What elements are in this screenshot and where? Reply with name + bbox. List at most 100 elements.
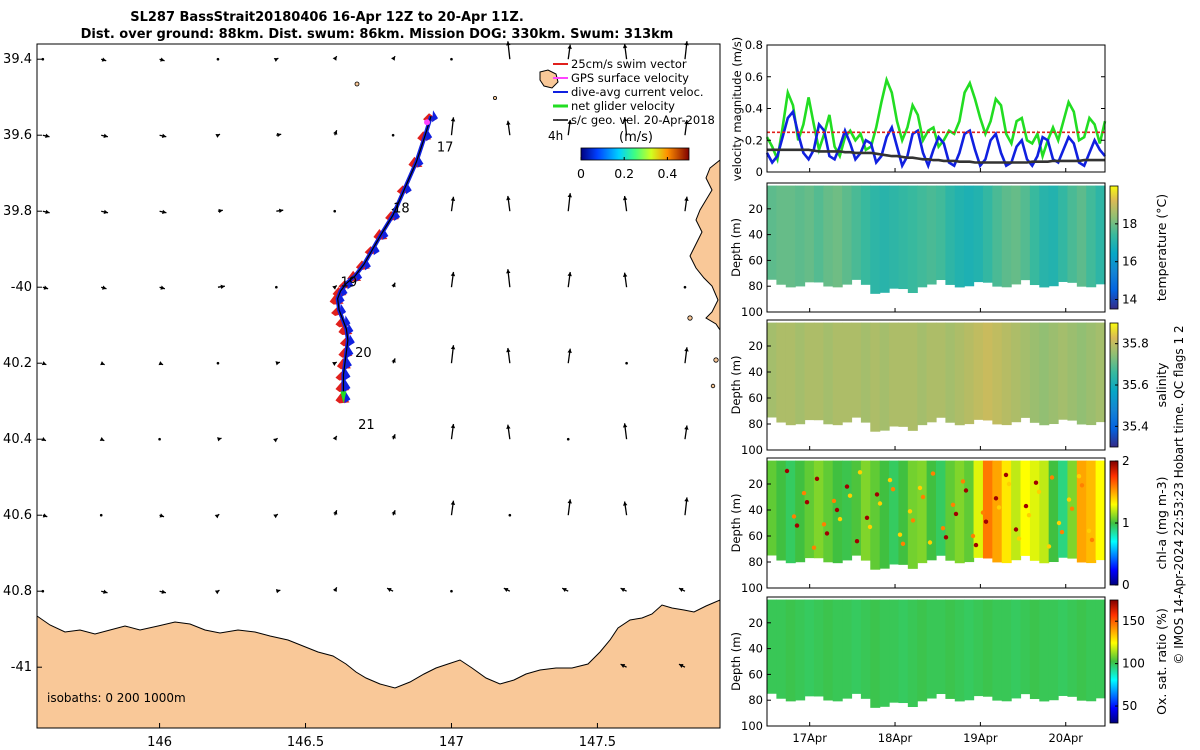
chla-profile-column <box>1076 460 1087 563</box>
islet <box>713 357 719 363</box>
geo-arrow-head <box>99 436 105 441</box>
day-labels: 17 18 19 20 21 <box>341 141 454 433</box>
oxygen-profile-column <box>1058 599 1069 696</box>
chla-sample-dot <box>960 479 966 484</box>
geo-velocity-arrow <box>333 209 337 213</box>
geo-arrow-head <box>220 284 225 289</box>
oxygen-profile-column <box>785 599 796 702</box>
geo-arrow-head <box>158 361 164 366</box>
geo-velocity-arrow <box>567 119 572 136</box>
geo-velocity-arrow <box>503 587 511 592</box>
geo-velocity-arrow <box>101 209 109 214</box>
salinity-profile-column <box>842 322 853 423</box>
geo-arrow-head <box>333 130 338 135</box>
salinity-profile-column <box>1039 322 1050 426</box>
oxygen-profile-column <box>1029 599 1040 700</box>
geo-velocity-arrow <box>620 587 627 592</box>
salinity-profile-column <box>954 322 965 426</box>
chla-sample-dot <box>867 524 873 530</box>
geo-velocity-arrow <box>678 587 686 592</box>
salinity-profile-column <box>860 322 871 423</box>
salinity-colorbar-tick-label: 35.6 <box>1122 378 1149 392</box>
geo-arrow-head <box>567 499 572 504</box>
geo-arrow-head <box>450 500 456 505</box>
oxygen-profile-column <box>964 599 975 701</box>
geo-velocity-arrow <box>450 589 453 593</box>
salinity-profile-column <box>1011 322 1022 423</box>
velocity-series <box>765 75 1107 170</box>
geo-arrow-head <box>162 209 167 214</box>
legend-item-geo: s/c geo. vel. 20-Apr-2018 <box>553 113 715 127</box>
current-vector-cluster <box>344 368 351 381</box>
map-y-tick-label: 39.6 <box>3 128 32 143</box>
map-y-tick-label: 40.8 <box>3 584 32 599</box>
geo-velocity-arrow <box>386 587 394 592</box>
geo-velocity-arrow <box>622 272 628 288</box>
oxygen-y-tick-label: 20 <box>748 616 763 630</box>
oxygen-profile-column <box>907 599 918 708</box>
chla-profile-column <box>767 460 777 556</box>
oxygen-ylabel: Depth (m) <box>729 632 743 691</box>
geo-velocity-arrow <box>567 271 572 288</box>
geo-arrow-head <box>684 347 689 352</box>
geo-velocity-arrow <box>41 361 47 366</box>
chla-sample-dot <box>917 485 923 491</box>
chla-profile-column <box>1048 460 1059 563</box>
geo-arrow-head <box>450 117 456 122</box>
legend-label-current: dive-avg current veloc. <box>571 85 704 99</box>
salinity-profile-column <box>907 322 918 431</box>
geo-arrow-dot <box>158 437 161 441</box>
map-y-tick-label: -40 <box>11 280 32 295</box>
salinity-profile-column <box>898 322 909 427</box>
tasmania-coast <box>36 599 721 729</box>
geo-velocity-arrow <box>159 589 167 594</box>
chla-sample-dot <box>970 533 976 539</box>
oxygen-profile-column <box>851 599 862 694</box>
islet <box>492 96 497 101</box>
current-vector-cluster <box>345 357 352 370</box>
speed-colorbar-unit: (m/s) <box>619 130 653 145</box>
legend-item-net: net glider velocity <box>553 99 675 113</box>
salinity-frame <box>766 319 1106 451</box>
chla-sample-dot <box>1023 503 1029 509</box>
salinity-colorbar-tick-label: 35.8 <box>1122 337 1149 351</box>
temperature-profile-column <box>1011 185 1022 285</box>
chla-sample-dot <box>927 540 933 545</box>
geo-arrow-head <box>506 347 511 353</box>
chla-profile-column <box>1039 460 1050 564</box>
chla-profile-column <box>1095 460 1106 561</box>
salinity-profile-column <box>795 322 806 425</box>
geo-velocity-arrow <box>332 587 338 592</box>
chla-sample-dot <box>910 518 916 523</box>
time-tick-label: 18Apr <box>878 731 913 745</box>
geo-arrow-head <box>41 436 46 441</box>
chla-profile-column <box>851 460 862 556</box>
geo-arrow-head <box>684 497 689 502</box>
chla-sample-dot <box>1006 481 1012 487</box>
salinity-profile-column <box>1067 322 1078 421</box>
velocity-y-tick-label: 0.6 <box>745 70 763 84</box>
geo-velocity-arrow <box>333 130 338 136</box>
geo-arrow-head <box>332 435 337 441</box>
chla-sample-dot <box>814 476 820 481</box>
geo-velocity-arrow <box>217 284 225 289</box>
geo-velocity-arrow <box>101 57 107 62</box>
oxygen-profile-column <box>889 599 900 703</box>
geo-arrow-head <box>622 272 628 277</box>
current-vector-cluster <box>348 334 355 347</box>
geo-velocity-arrow <box>276 208 284 213</box>
geo-velocity-arrow <box>42 209 50 214</box>
legend-item-gps: GPS surface velocity <box>553 71 689 85</box>
geo-velocity-arrow <box>42 285 49 290</box>
oxygen-profile-column <box>1011 599 1022 699</box>
geo-velocity-arrow <box>622 117 628 136</box>
temperature-profile-column <box>851 185 862 280</box>
chla-profile-column <box>982 460 993 559</box>
salinity-y-tick-label: 100 <box>741 443 763 457</box>
map-panel: 17 18 19 20 21 146 146.5 147 147.5 39.4 39.6 39.8… <box>3 41 721 750</box>
geo-arrow-head <box>332 362 337 366</box>
temperature-y-tick-label: 100 <box>741 305 763 319</box>
geo-arrow-head <box>102 285 107 290</box>
geo-velocity-arrow <box>567 44 572 60</box>
temperature-profile-column <box>936 185 946 281</box>
